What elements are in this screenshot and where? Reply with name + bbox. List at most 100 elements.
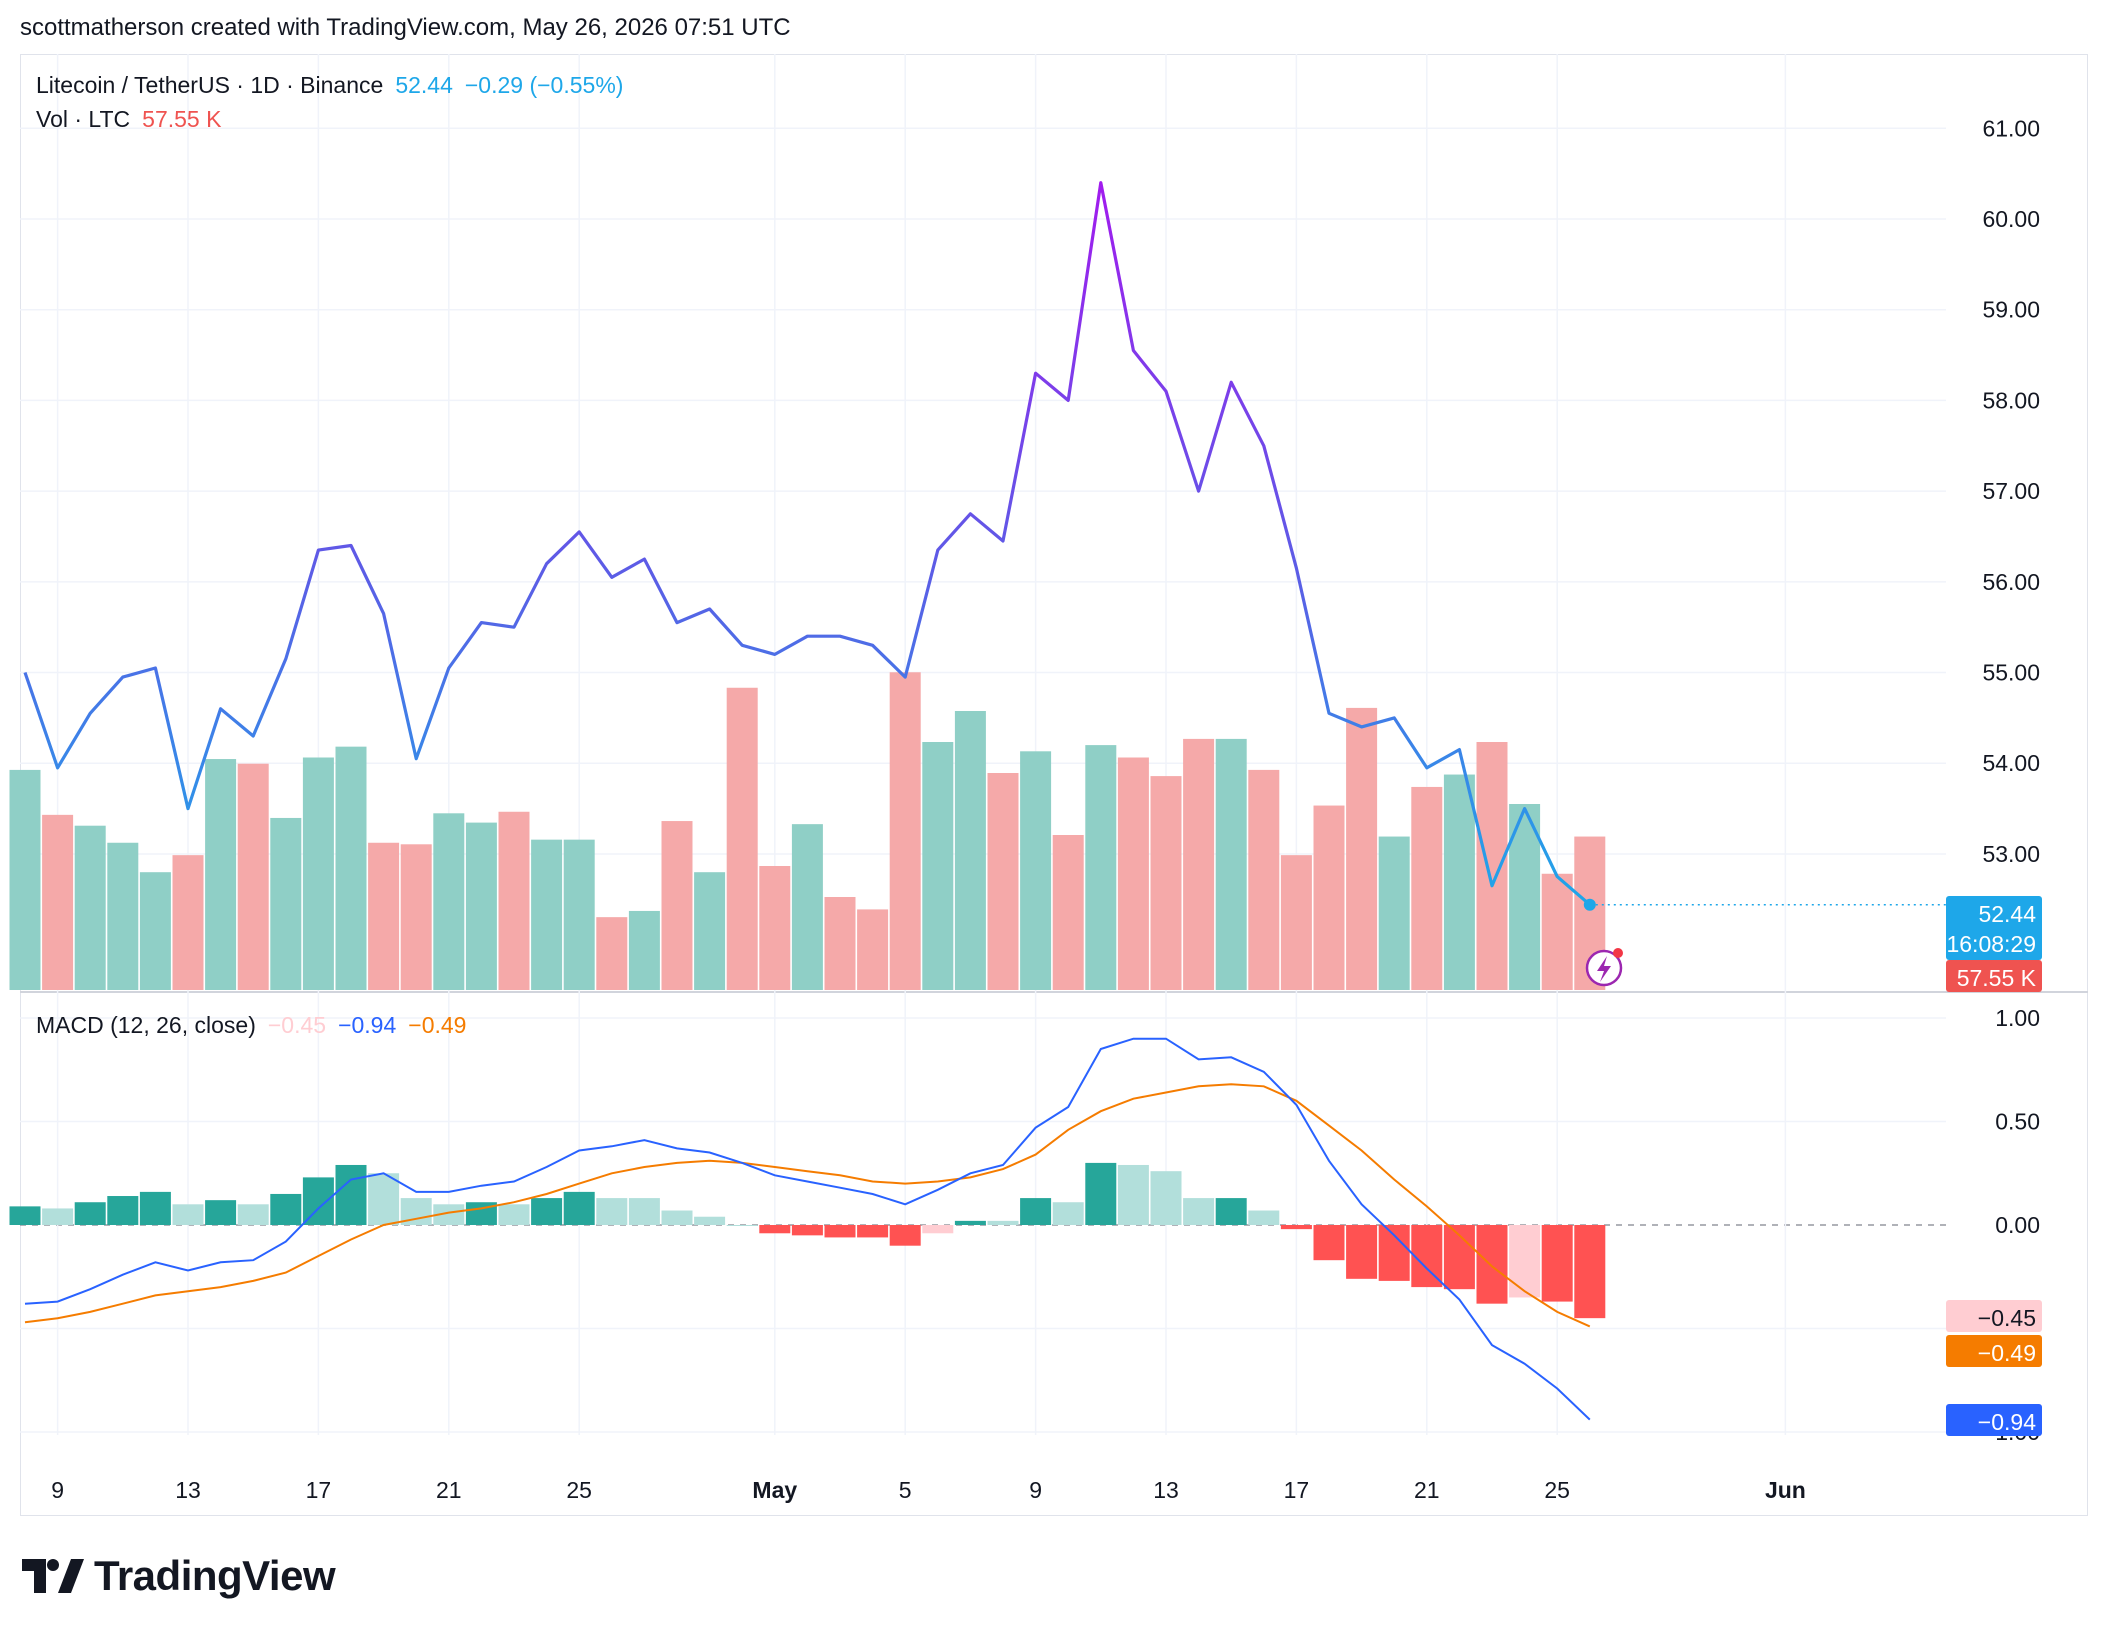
- volume-bar: [661, 821, 693, 990]
- macd-line-badge: −0.94: [1946, 1404, 2042, 1436]
- macd-hist-bar: [42, 1208, 74, 1225]
- macd-lines: [24, 1037, 1591, 1421]
- price-tick-label: 59.00: [1982, 297, 2040, 323]
- time-tick-label: May: [752, 1477, 797, 1503]
- time-tick-label: 5: [899, 1477, 912, 1503]
- macd-hist-bar: [433, 1204, 465, 1225]
- macd-hist-bar: [172, 1204, 204, 1225]
- volume-bar: [433, 813, 465, 990]
- time-tick-label: 9: [1029, 1477, 1042, 1503]
- price-axis: 53.00 54.00 55.00 56.00 57.00 58.00 59.00 60.00…: [1982, 115, 2040, 1445]
- macd-legend: MACD (12, 26, close) −0.45 −0.94 −0.49: [36, 1012, 478, 1039]
- volume-bar: [1085, 745, 1117, 990]
- svg-text:−0.49: −0.49: [1978, 1340, 2036, 1366]
- price-tick-label: 54.00: [1982, 750, 2040, 776]
- volume-bar: [563, 839, 595, 990]
- macd-hist-bar: [1313, 1225, 1345, 1261]
- volume-bar: [368, 842, 400, 990]
- volume-bar: [335, 746, 367, 990]
- volume-bar: [1117, 757, 1149, 990]
- price-series-line: [23, 181, 1591, 906]
- volume-bar: [1248, 769, 1280, 990]
- time-tick-label: 25: [566, 1477, 592, 1503]
- macd-hist-bar: [726, 1225, 758, 1226]
- volume-bar: [1052, 835, 1084, 990]
- macd-hist-bar: [1378, 1225, 1410, 1281]
- attribution-text: scottmatherson created with TradingView.…: [20, 14, 791, 41]
- volume-bar: [1215, 738, 1247, 990]
- volume-bar: [237, 763, 269, 990]
- price-line: [23, 181, 1946, 987]
- last-price: 52.44: [395, 72, 453, 98]
- macd-hist-value: −0.45: [267, 1012, 327, 1038]
- macd-line-value: −0.94: [338, 1012, 397, 1038]
- tradingview-logo: TradingView: [22, 1552, 336, 1600]
- macd-signal-value: −0.49: [408, 1012, 467, 1038]
- volume-bar: [1150, 776, 1182, 990]
- price-tick-label: 58.00: [1982, 387, 2040, 413]
- macd-hist-bar: [889, 1225, 921, 1246]
- macd-hist-bar: [498, 1204, 530, 1225]
- macd-hist-bar: [1183, 1198, 1215, 1225]
- volume-bar: [857, 909, 889, 990]
- brand-name: TradingView: [94, 1552, 336, 1599]
- macd-tick-label: 0.00: [1995, 1212, 2040, 1238]
- macd-hist-bar: [563, 1191, 595, 1225]
- macd-hist-bar: [1248, 1210, 1280, 1225]
- svg-text:−0.94: −0.94: [1978, 1409, 2036, 1435]
- volume-bar: [1476, 742, 1508, 990]
- volume-bar: [205, 759, 237, 990]
- macd-label: MACD (12, 26, close): [36, 1012, 256, 1038]
- svg-text:−0.45: −0.45: [1978, 1305, 2036, 1331]
- time-tick-label: 25: [1544, 1477, 1570, 1503]
- macd-hist-bar: [596, 1198, 628, 1225]
- volume-bar: [922, 742, 954, 990]
- svg-text:57.55 K: 57.55 K: [1957, 965, 2037, 991]
- axis-badges: 52.44 16:08:29 57.55 K −0.45 −0.49 −0.94: [1946, 896, 2042, 1436]
- volume-bars: [9, 672, 1606, 990]
- time-tick-label: 13: [175, 1477, 201, 1503]
- macd-tick-label: 0.50: [1995, 1109, 2040, 1135]
- macd-histogram: [9, 1162, 1606, 1319]
- volume-bar: [302, 757, 334, 990]
- volume-bar: [139, 872, 171, 990]
- macd-hist-bar: [1574, 1225, 1606, 1319]
- volume-bar: [596, 917, 628, 990]
- volume-bar: [1541, 873, 1573, 990]
- macd-hist-bar: [1411, 1225, 1443, 1288]
- macd-hist-bar: [335, 1164, 367, 1225]
- macd-hist-bar: [237, 1204, 269, 1225]
- macd-hist-bar: [1085, 1162, 1117, 1225]
- macd-hist-bar: [791, 1225, 823, 1236]
- volume-bar: [74, 825, 106, 990]
- macd-hist-bar: [922, 1225, 954, 1234]
- svg-text:52.44: 52.44: [1978, 901, 2036, 927]
- macd-hist-bar: [74, 1202, 106, 1225]
- time-tick-label: Jun: [1765, 1477, 1806, 1503]
- time-tick-label: 17: [306, 1477, 332, 1503]
- volume-bar: [791, 824, 823, 990]
- macd-hist-bar: [107, 1196, 139, 1225]
- time-tick-label: 13: [1153, 1477, 1179, 1503]
- macd-hist-bar: [270, 1193, 302, 1225]
- price-badge: 52.44 16:08:29: [1946, 896, 2042, 960]
- volume-bar: [531, 839, 563, 990]
- macd-hist-bar: [1346, 1225, 1378, 1279]
- macd-hist-bar: [1215, 1198, 1247, 1225]
- macd-tick-label: 1.00: [1995, 1005, 2040, 1031]
- macd-hist-bar: [1509, 1225, 1541, 1298]
- price-tick-label: 56.00: [1982, 569, 2040, 595]
- grid-lines: [20, 54, 2088, 1435]
- volume-bar: [1280, 855, 1312, 990]
- macd-hist-bar: [9, 1206, 41, 1225]
- macd-hist-bar: [694, 1216, 726, 1225]
- time-tick-label: 9: [51, 1477, 64, 1503]
- macd-hist-bar: [1541, 1225, 1573, 1302]
- volume-bar: [759, 866, 791, 990]
- macd-hist-bar: [954, 1220, 986, 1225]
- macd-hist-bar: [1052, 1202, 1084, 1225]
- volume-bar: [1020, 751, 1052, 990]
- symbol-label: Litecoin / TetherUS · 1D · Binance: [36, 72, 384, 98]
- volume-badge: 57.55 K: [1946, 960, 2042, 992]
